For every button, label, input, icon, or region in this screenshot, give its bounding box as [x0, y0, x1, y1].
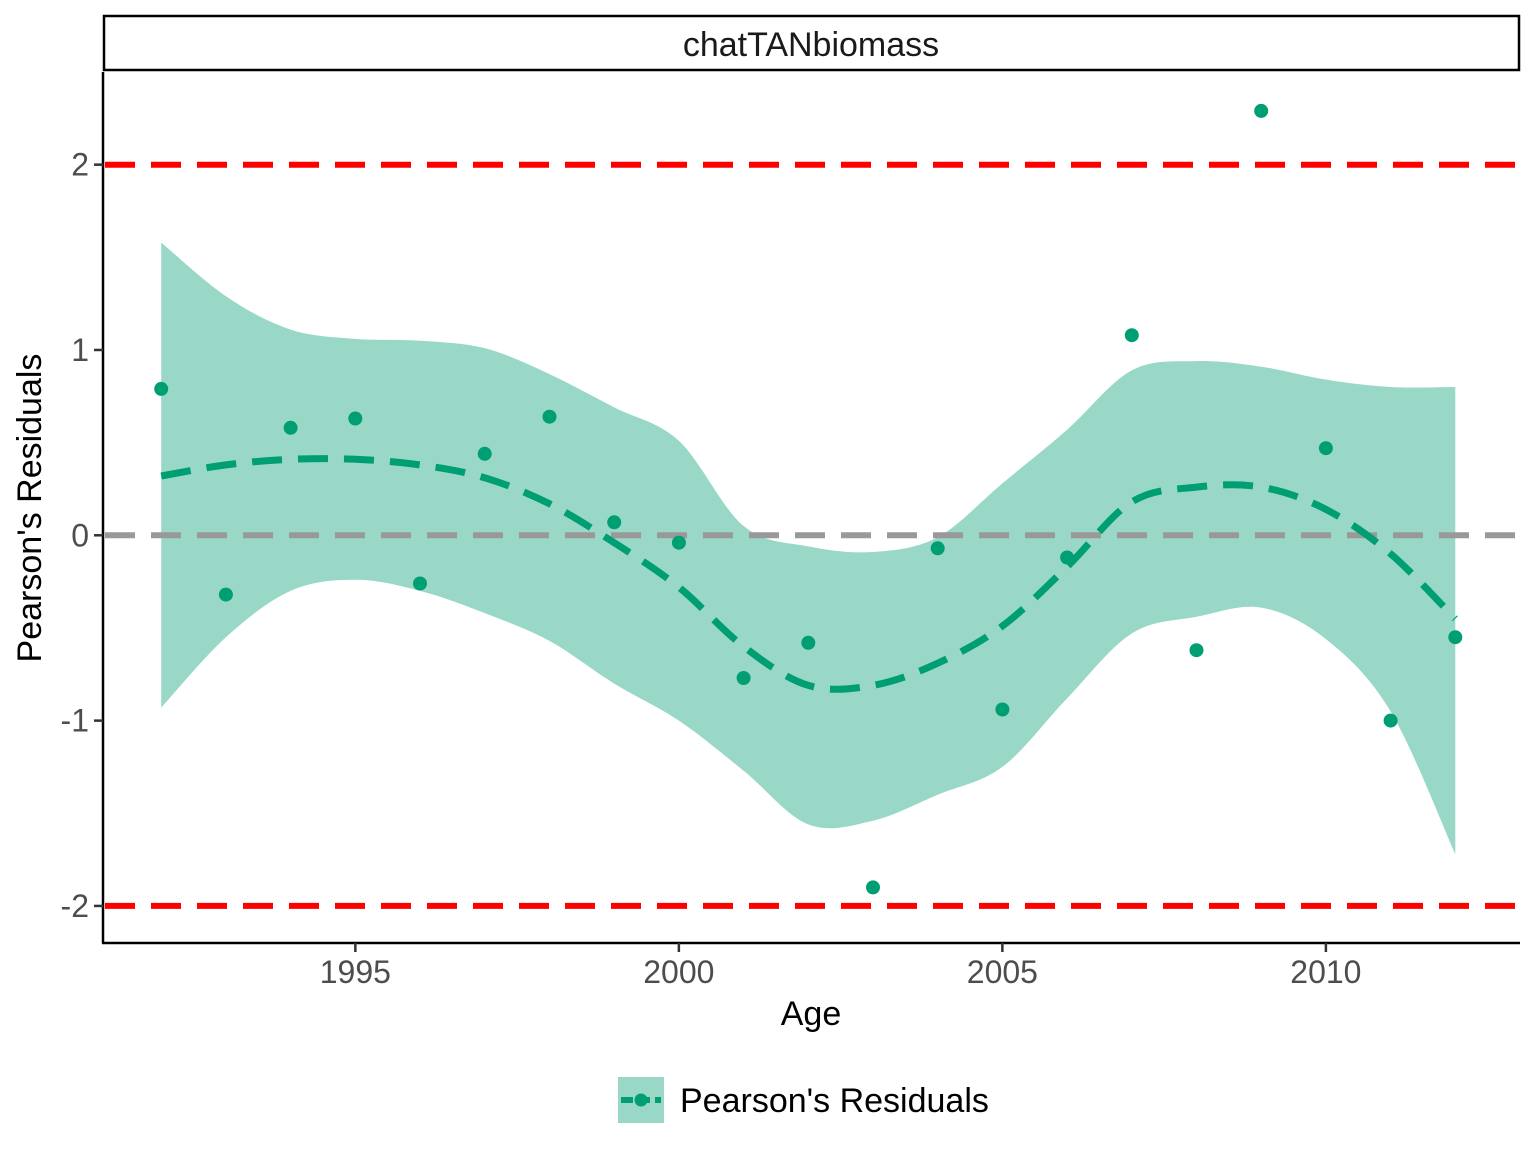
data-point: [283, 420, 298, 435]
y-axis-ticks: -2 -1 0 1 2: [61, 147, 103, 924]
data-point: [348, 411, 363, 426]
data-point: [607, 515, 622, 530]
y-tick-label: 0: [71, 517, 89, 553]
data-point: [671, 535, 686, 550]
data-point: [930, 541, 945, 556]
data-point: [218, 587, 233, 602]
data-point: [1318, 441, 1333, 456]
y-tick-label: 2: [71, 147, 89, 183]
y-tick-label: -2: [61, 888, 89, 924]
data-point: [736, 671, 751, 685]
reference-lines-layer: [105, 161, 1520, 909]
data-point: [1189, 643, 1204, 658]
legend-key-point: [634, 1093, 648, 1107]
legend-label: Pearson's Residuals: [680, 1082, 989, 1120]
data-point: [542, 409, 557, 424]
smooth-fit-line: [160, 455, 1458, 693]
y-axis-title: Pearson's Residuals: [11, 354, 49, 663]
confidence-ribbon: [161, 242, 1456, 854]
facet-strip: chatTANbiomass: [102, 14, 1521, 72]
legend: Pearson's Residuals: [618, 1077, 989, 1123]
data-point: [801, 635, 816, 650]
data-points-layer: [154, 103, 1463, 895]
data-point: [995, 702, 1010, 717]
data-point: [413, 576, 427, 591]
data-point: [154, 381, 169, 396]
x-tick-label: 2010: [1290, 954, 1361, 990]
x-tick-label: 1995: [320, 954, 391, 990]
x-tick-label: 2005: [967, 954, 1038, 990]
y-tick-label: -1: [61, 703, 89, 739]
data-point: [477, 446, 492, 461]
x-tick-label: 2000: [643, 954, 714, 990]
data-point: [1060, 550, 1075, 565]
facet-title: chatTANbiomass: [683, 26, 939, 64]
facet-strip-box: [102, 14, 1521, 72]
smooth-line-layer: [160, 455, 1458, 693]
x-axis-title: Age: [781, 995, 842, 1033]
x-axis-ticks: 1995 2000 2005 2010: [320, 943, 1361, 990]
y-tick-label: 1: [71, 332, 89, 368]
data-point: [1254, 103, 1269, 118]
data-point: [1124, 328, 1139, 343]
data-point: [866, 880, 880, 895]
data-point: [1448, 630, 1463, 645]
confidence-ribbon-layer: [161, 242, 1456, 854]
data-point: [1383, 713, 1398, 728]
